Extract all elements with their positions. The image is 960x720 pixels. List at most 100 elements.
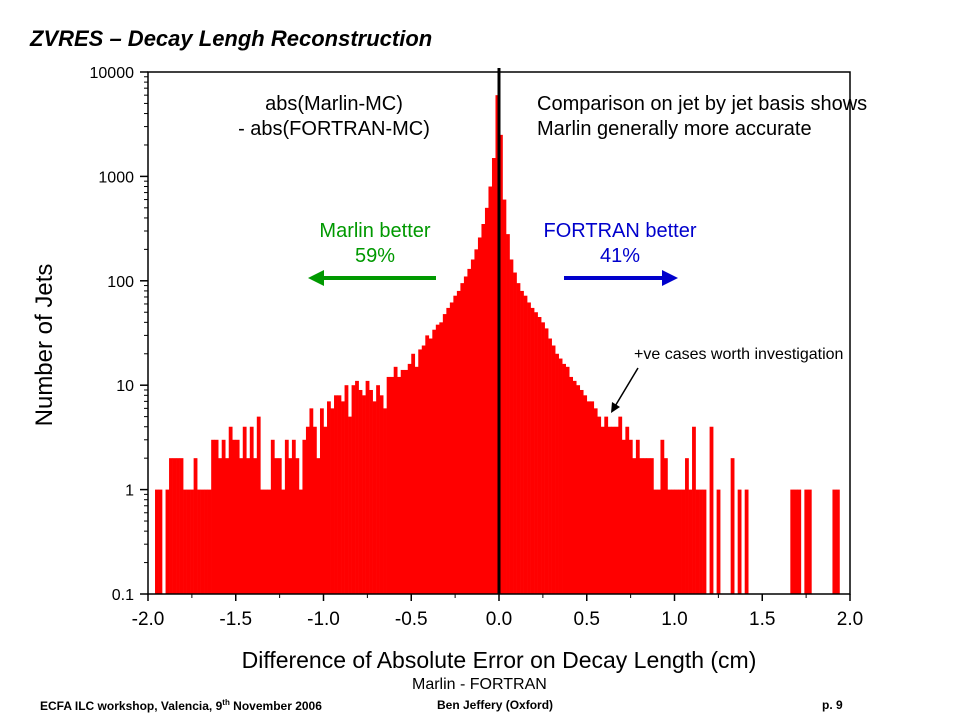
y-tick-label: 10 (116, 378, 134, 395)
histogram-bar (277, 458, 282, 594)
histogram-bar (790, 489, 795, 594)
histogram-bar (312, 426, 317, 594)
histogram-bar (453, 295, 458, 594)
histogram-bar (646, 458, 651, 594)
histogram-bar (200, 489, 205, 594)
histogram-bar (663, 458, 668, 594)
histogram-bar (242, 426, 247, 594)
histogram-bar (670, 489, 675, 594)
histogram-bar (523, 295, 528, 594)
histogram-bar (628, 439, 633, 594)
histogram-bar (618, 416, 623, 594)
histogram-bar (709, 426, 714, 594)
histogram-bar (288, 458, 293, 594)
histogram-bar (832, 489, 837, 594)
histogram-bar (309, 408, 314, 594)
histogram-bar (488, 186, 493, 594)
histogram-bar (351, 385, 356, 594)
histogram-bar (474, 249, 479, 594)
histogram-bar (298, 489, 303, 594)
histogram-bar (653, 489, 658, 594)
histogram-bar (197, 489, 201, 594)
histogram-bar (179, 458, 184, 594)
histogram-bar (685, 458, 689, 594)
histogram-bar (330, 408, 335, 594)
histogram-bar (172, 458, 177, 594)
histogram-bar (281, 489, 286, 594)
histogram-bar (239, 458, 244, 594)
histogram-bar (692, 426, 696, 594)
histogram-bar (344, 385, 349, 594)
histogram-bar (520, 290, 524, 594)
histogram-bar (635, 439, 640, 594)
histogram-bar (530, 307, 535, 594)
comparison-line-2: Marlin generally more accurate (537, 118, 812, 140)
histogram-bar (305, 426, 310, 594)
histogram-bar (204, 489, 208, 594)
histogram-bar (688, 489, 693, 594)
definition-line-2: - abs(FORTRAN-MC) (238, 118, 430, 140)
histogram-bar (516, 283, 521, 594)
histogram-bar (614, 426, 619, 594)
histogram-bar (400, 369, 405, 594)
footer-conference-b: November 2006 (229, 699, 322, 713)
histogram-bar (432, 329, 437, 594)
histogram-bar (730, 458, 735, 594)
histogram-bar (390, 376, 394, 594)
histogram-bar (428, 338, 433, 594)
histogram-bar (551, 345, 556, 594)
definition-line-1: abs(Marlin-MC) (265, 93, 403, 115)
footer-conference-sup: th (222, 698, 230, 707)
histogram-bar (477, 237, 482, 595)
histogram-bar (393, 366, 398, 594)
footer-author: Ben Jeffery (Oxford) (437, 698, 554, 712)
histogram-bar (358, 389, 363, 594)
comparison-annotation: Comparison on jet by jet basis shows Mar… (537, 92, 867, 142)
histogram-bar (442, 314, 447, 594)
fortran-arrow (564, 270, 678, 286)
histogram-bar (169, 458, 173, 594)
histogram-bar (527, 302, 531, 594)
histogram-bar (302, 439, 307, 594)
histogram-bar (534, 312, 538, 594)
histogram-bar (793, 489, 798, 594)
histogram-bar (681, 489, 686, 594)
histogram-bar (593, 408, 598, 594)
histogram-bar (660, 439, 665, 594)
y-tick-label: 1000 (98, 169, 134, 186)
histogram-bar (270, 439, 275, 594)
histogram-bar (232, 439, 237, 594)
histogram-bar (334, 395, 338, 594)
histogram-bar (797, 489, 802, 594)
histogram-bar (193, 458, 198, 594)
bars-layer (155, 95, 840, 595)
histogram-bar (835, 489, 840, 594)
histogram-bar (435, 324, 440, 594)
histogram-bar (341, 401, 345, 594)
histogram-bar (372, 401, 377, 594)
y-tick-label: 0.1 (112, 587, 134, 604)
histogram-bar (586, 401, 591, 594)
histogram-bar (470, 259, 475, 594)
histogram-bar (597, 416, 602, 594)
histogram-bar (337, 395, 342, 594)
histogram-bar (397, 376, 402, 594)
axis-layer: -2.0 -1.5 -1.0 -0.5 0.0 0.5 1.0 1.5 2.0 0.1 1 10 100… (90, 65, 864, 630)
histogram-bar (576, 385, 581, 594)
histogram-bar (414, 366, 419, 594)
histogram-bar (579, 389, 584, 594)
x-tick-label: 1.5 (749, 609, 775, 630)
marlin-arrow (308, 270, 436, 286)
histogram-bar (607, 426, 612, 594)
histogram-bar (295, 458, 300, 594)
histogram-bar (246, 458, 251, 594)
histogram-bar (544, 328, 549, 594)
histogram-bar (558, 358, 563, 594)
histogram-bar (327, 401, 331, 594)
histogram-bar (421, 345, 426, 594)
footer-conference-a: ECFA ILC workshop, Valencia, 9 (40, 699, 223, 713)
histogram-bar (513, 272, 517, 594)
histogram-bar (499, 134, 503, 595)
histogram-bar (604, 416, 609, 594)
histogram-bar (274, 458, 279, 594)
